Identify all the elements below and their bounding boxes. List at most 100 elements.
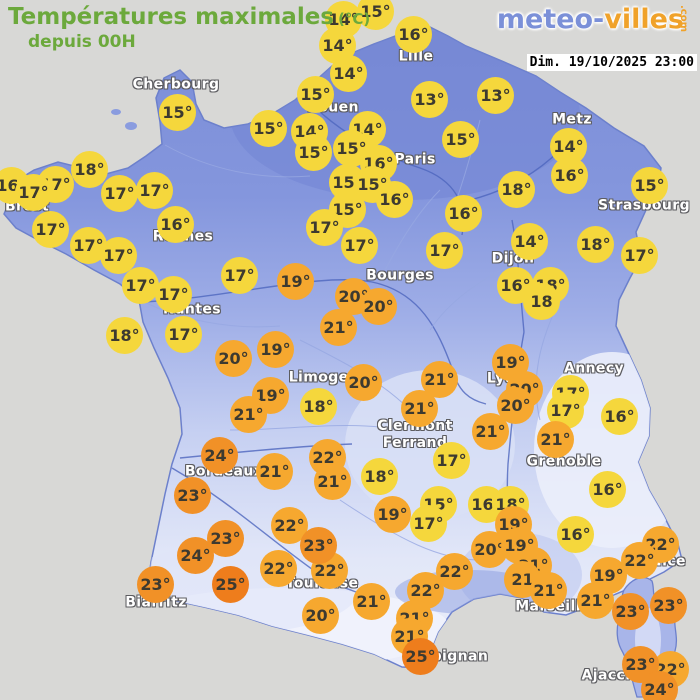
temp-bubble: 21° xyxy=(320,309,357,346)
logo-part-blue: meteo- xyxy=(496,4,605,35)
logo-part-orange: villes xyxy=(604,4,684,35)
temp-bubble: 23° xyxy=(207,520,244,557)
temp-bubble: 22° xyxy=(621,542,658,579)
temp-bubble: 14° xyxy=(511,223,548,260)
city-label: Clermont Ferrand xyxy=(377,418,452,451)
temp-bubble: 17° xyxy=(547,392,584,429)
temp-bubble: 14° xyxy=(330,55,367,92)
temp-bubble: 16° xyxy=(601,398,638,435)
temp-bubble: 23° xyxy=(622,646,659,683)
temp-bubble: 18° xyxy=(498,171,535,208)
temp-bubble: 21° xyxy=(256,453,293,490)
temp-bubble: 17° xyxy=(221,257,258,294)
city-label: Lille xyxy=(398,48,434,65)
temp-bubble: 22° xyxy=(260,550,297,587)
temp-bubble: 25° xyxy=(402,638,439,675)
temp-bubble: 21° xyxy=(353,583,390,620)
temp-bubble: 18° xyxy=(300,388,337,425)
temp-bubble: 15° xyxy=(333,130,370,167)
island xyxy=(111,109,121,115)
temp-bubble: 17° xyxy=(70,227,107,264)
temp-bubble: 18° xyxy=(106,317,143,354)
city-label: Bourges xyxy=(366,267,434,284)
temp-bubble: 20° xyxy=(345,364,382,401)
city-label: Limoges xyxy=(288,369,358,386)
temp-bubble: 17° xyxy=(136,172,173,209)
island xyxy=(125,122,137,130)
temp-bubble: 17° xyxy=(410,505,447,542)
temp-bubble: 18° xyxy=(71,151,108,188)
subtitle: depuis 00H xyxy=(28,32,136,52)
temp-bubble: 16° xyxy=(376,181,413,218)
temp-bubble: 16° xyxy=(395,16,432,53)
temp-bubble: 16° xyxy=(589,471,626,508)
temp-bubble: 15° xyxy=(442,121,479,158)
temp-bubble: 16° xyxy=(551,157,588,194)
temp-bubble: 15° xyxy=(357,0,394,30)
city-label: Metz xyxy=(552,111,592,128)
temp-bubble: 13° xyxy=(411,81,448,118)
temp-bubble: 21° xyxy=(401,390,438,427)
temp-bubble: 24° xyxy=(201,437,238,474)
temp-bubble: 17° xyxy=(100,237,137,274)
temp-bubble: 20° xyxy=(215,340,252,377)
temp-bubble: 16° xyxy=(445,195,482,232)
temp-bubble: 23° xyxy=(174,477,211,514)
city-label: Grenoble xyxy=(526,453,602,470)
temp-bubble: 18° xyxy=(577,226,614,263)
site-logo[interactable]: meteo-villes .com xyxy=(496,4,689,35)
temp-bubble: 17° xyxy=(433,442,470,479)
temp-bubble: 15° xyxy=(295,134,332,171)
temp-bubble: 16° xyxy=(557,516,594,553)
temp-bubble: 19° xyxy=(277,263,314,300)
temp-bubble: 17° xyxy=(341,227,378,264)
timestamp-badge: Dim. 19/10/2025 23:00 xyxy=(526,54,697,71)
title-block: Températures maximales (°C) depuis 00H xyxy=(8,4,370,52)
temp-bubble: 17° xyxy=(122,267,159,304)
city-label: Cherbourg xyxy=(132,76,220,93)
page-title: Températures maximales xyxy=(8,4,334,30)
temp-bubble: 17° xyxy=(15,174,52,211)
temp-bubble: 21° xyxy=(230,396,267,433)
temp-bubble: 15° xyxy=(250,110,287,147)
temp-bubble: 19° xyxy=(257,331,294,368)
temp-bubble: 21° xyxy=(421,361,458,398)
temp-bubble: 16° xyxy=(157,206,194,243)
temp-bubble: 17° xyxy=(101,175,138,212)
temp-bubble: 24° xyxy=(177,537,214,574)
temp-bubble: 17° xyxy=(306,209,343,246)
title-unit: (°C) xyxy=(338,10,371,28)
logo-tld: .com xyxy=(677,4,689,33)
temp-bubble: 17° xyxy=(426,232,463,269)
city-label: Strasbourg xyxy=(598,197,690,214)
temp-bubble: 21° xyxy=(530,572,567,609)
temp-bubble: 24° xyxy=(641,671,678,700)
temp-bubble: 21° xyxy=(472,413,509,450)
temp-bubble: 19° xyxy=(374,496,411,533)
temp-bubble: 17° xyxy=(155,276,192,313)
temp-bubble: 15° xyxy=(631,167,668,204)
temp-bubble: 21° xyxy=(577,582,614,619)
temp-bubble: 20° xyxy=(302,597,339,634)
city-label: Paris xyxy=(394,151,436,168)
temp-bubble: 25° xyxy=(212,566,249,603)
temp-bubble: 17° xyxy=(621,237,658,274)
temp-bubble: 21° xyxy=(537,421,574,458)
temp-bubble: 15° xyxy=(159,94,196,131)
temp-bubble: 23° xyxy=(300,527,337,564)
temp-bubble: 15° xyxy=(297,76,334,113)
temp-bubble: 17° xyxy=(32,211,69,248)
temp-bubble: 17° xyxy=(165,316,202,353)
temp-bubble: 18° xyxy=(361,458,398,495)
temp-bubble: 21° xyxy=(314,463,351,500)
temp-bubble: 23° xyxy=(137,566,174,603)
temp-bubble: 18 xyxy=(523,283,560,320)
city-label: Annecy xyxy=(563,360,625,377)
temp-bubble: 13° xyxy=(477,77,514,114)
temp-bubble: 23° xyxy=(612,593,649,630)
temp-bubble: 22° xyxy=(436,553,473,590)
temp-bubble: 23° xyxy=(650,587,687,624)
temp-bubble: 20° xyxy=(360,288,397,325)
